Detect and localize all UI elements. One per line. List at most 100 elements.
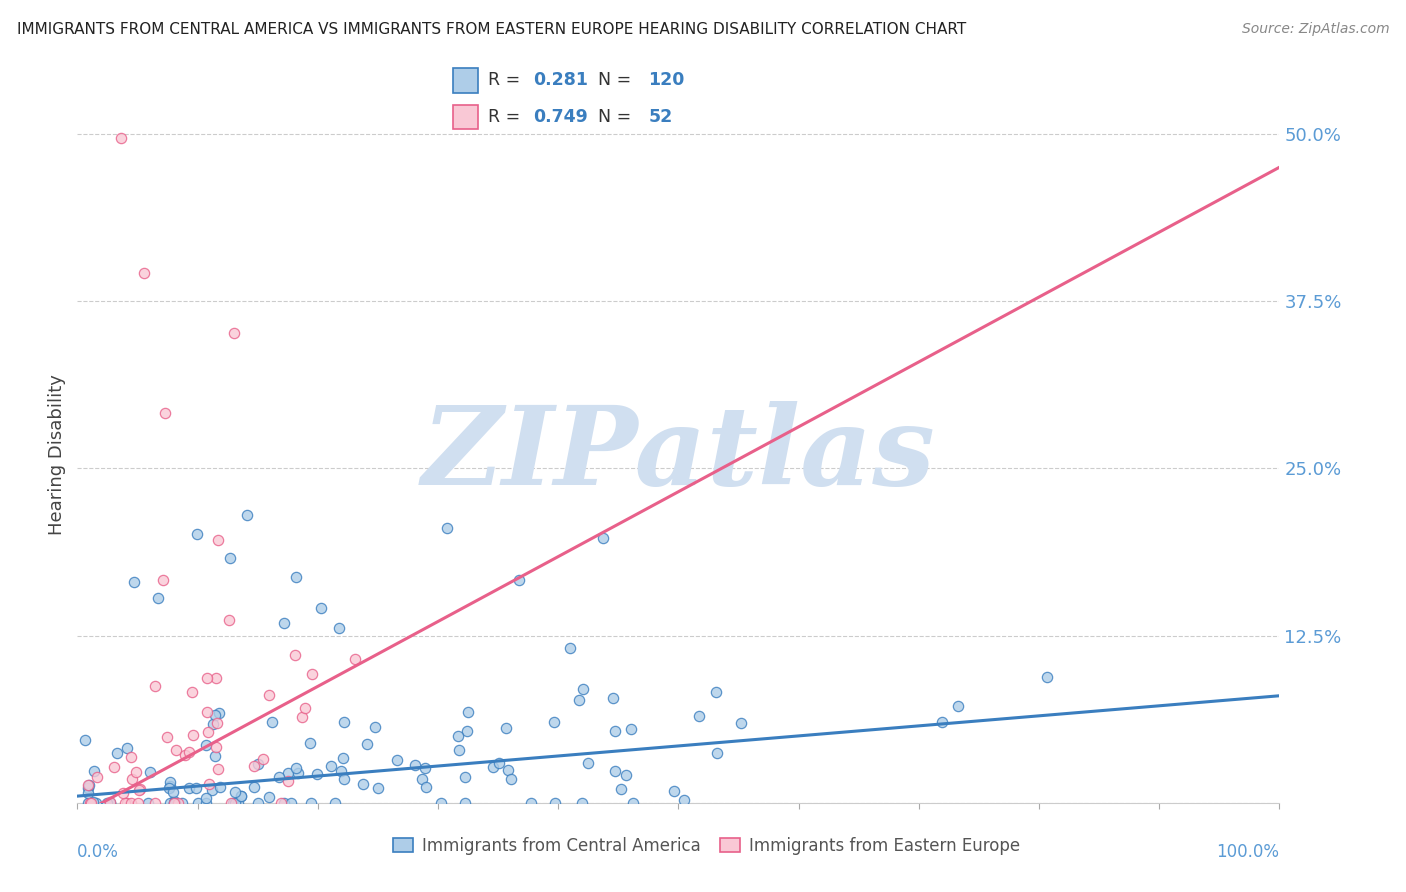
Text: 100.0%: 100.0%: [1216, 843, 1279, 861]
Text: 0.0%: 0.0%: [77, 843, 120, 861]
Point: [285, 569, 308, 583]
Point: [481, 760, 503, 774]
Point: [218, 551, 240, 566]
Point: [165, 796, 187, 810]
Point: [121, 772, 143, 787]
Text: N =: N =: [598, 108, 631, 126]
Point: [236, 508, 259, 522]
Point: [592, 531, 614, 545]
Point: [603, 724, 626, 739]
Text: IMMIGRANTS FROM CENTRAL AMERICA VS IMMIGRANTS FROM EASTERN EUROPE HEARING DISABI: IMMIGRANTS FROM CENTRAL AMERICA VS IMMIG…: [17, 22, 966, 37]
Point: [449, 743, 471, 757]
Point: [159, 779, 181, 793]
Point: [344, 652, 367, 666]
Point: [457, 705, 479, 719]
Point: [77, 796, 100, 810]
Point: [162, 785, 184, 799]
Point: [270, 796, 292, 810]
Point: [204, 708, 226, 723]
Point: [499, 772, 522, 786]
Point: [273, 796, 295, 810]
Point: [128, 783, 150, 797]
Point: [184, 781, 207, 796]
Point: [269, 770, 291, 784]
Point: [198, 777, 221, 791]
Point: [77, 780, 100, 795]
Point: [332, 714, 354, 729]
Point: [520, 796, 543, 810]
Point: [197, 705, 219, 719]
Point: [136, 796, 159, 810]
Point: [704, 685, 727, 699]
Point: [688, 708, 710, 723]
Legend: Immigrants from Central America, Immigrants from Eastern Europe: Immigrants from Central America, Immigra…: [387, 830, 1026, 862]
Point: [488, 756, 510, 770]
Point: [328, 621, 350, 635]
Point: [508, 573, 530, 587]
Point: [543, 714, 565, 729]
Point: [218, 613, 240, 627]
Point: [621, 796, 644, 810]
Point: [252, 752, 274, 766]
Point: [436, 520, 458, 534]
Text: N =: N =: [598, 71, 631, 89]
Point: [1036, 670, 1059, 684]
Point: [204, 671, 226, 685]
Point: [311, 601, 333, 615]
Point: [284, 648, 307, 662]
Point: [273, 615, 295, 630]
Text: 120: 120: [648, 71, 685, 89]
Point: [100, 796, 122, 810]
Point: [367, 780, 389, 795]
Point: [146, 591, 169, 605]
Text: ZIPatlas: ZIPatlas: [422, 401, 935, 508]
Point: [243, 758, 266, 772]
Point: [134, 266, 156, 280]
Point: [127, 796, 149, 810]
Point: [167, 796, 190, 810]
Point: [730, 715, 752, 730]
Point: [332, 750, 354, 764]
Point: [187, 796, 209, 810]
Point: [207, 533, 229, 548]
Point: [77, 778, 100, 792]
Point: [115, 741, 138, 756]
Y-axis label: Hearing Disability: Hearing Disability: [48, 375, 66, 535]
Point: [496, 763, 519, 777]
Point: [291, 709, 314, 723]
Point: [105, 746, 128, 760]
Point: [86, 770, 108, 784]
Point: [385, 753, 408, 767]
Point: [277, 765, 299, 780]
Point: [411, 772, 433, 787]
Point: [247, 757, 270, 772]
Point: [73, 733, 96, 747]
Point: [284, 761, 307, 775]
Point: [156, 731, 179, 745]
Point: [323, 796, 346, 810]
Point: [77, 787, 100, 801]
Point: [946, 698, 969, 713]
Point: [572, 681, 595, 696]
Point: [287, 765, 309, 780]
Point: [257, 688, 280, 702]
Point: [454, 770, 477, 784]
Point: [576, 756, 599, 770]
Point: [83, 764, 105, 778]
Point: [673, 793, 696, 807]
Point: [454, 796, 477, 810]
Point: [352, 777, 374, 791]
Point: [115, 796, 138, 810]
Point: [247, 796, 270, 810]
Text: 52: 52: [648, 108, 672, 126]
Point: [120, 750, 142, 764]
FancyBboxPatch shape: [453, 104, 478, 128]
Point: [558, 641, 581, 656]
Point: [157, 781, 180, 796]
Text: 0.281: 0.281: [533, 71, 588, 89]
Point: [181, 684, 204, 698]
Point: [430, 796, 453, 810]
Point: [305, 767, 328, 781]
Point: [114, 796, 136, 810]
Point: [319, 759, 342, 773]
